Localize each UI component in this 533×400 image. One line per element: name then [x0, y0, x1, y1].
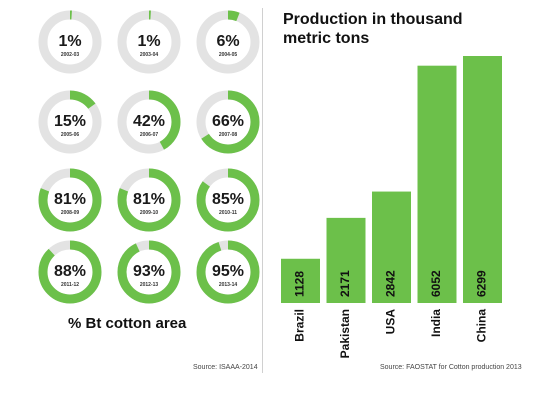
donut-year-label: 2013-14 [219, 282, 238, 288]
donut-share-arc [196, 240, 260, 304]
donut-2003-04: 1% 2003-04 [117, 10, 181, 74]
donut-percent-label: 1% [137, 33, 160, 50]
donut-2002-03: 1% 2002-03 [38, 10, 102, 74]
donut-percent-label: 93% [133, 263, 165, 280]
donut-share-arc [38, 240, 102, 304]
donut-share-arc [38, 168, 102, 232]
donut-year-label: 2008-09 [61, 210, 80, 216]
bar-chart-title: Production in thousand metric tons [283, 11, 463, 47]
donut-year-label: 2007-08 [219, 132, 238, 138]
bar-value-label: 1128 [293, 271, 307, 297]
bar-category-label: India [429, 309, 443, 337]
donut-2008-09: 81% 2008-09 [38, 168, 102, 232]
donut-chart-title: % Bt cotton area [68, 315, 187, 332]
bar-rect [281, 258, 320, 303]
donut-2007-08: 66% 2007-08 [196, 90, 260, 154]
donut-year-label: 2002-03 [61, 52, 80, 58]
donut-2012-13: 93% 2012-13 [117, 240, 181, 304]
donut-2011-12: 88% 2011-12 [38, 240, 102, 304]
bar-India: 6052 India [417, 65, 457, 337]
donut-percent-label: 1% [58, 33, 81, 50]
donut-share-arc [196, 168, 260, 232]
bar-rect [326, 217, 366, 303]
donut-year-label: 2011-12 [61, 282, 79, 288]
bar-USA: 2842 USA [372, 191, 411, 335]
donut-percent-label: 15% [54, 113, 86, 130]
donut-percent-label: 81% [54, 191, 86, 208]
bar-rect [463, 56, 502, 303]
donut-year-label: 2004-05 [219, 52, 238, 58]
donut-percent-label: 6% [216, 33, 239, 50]
bar-category-label: Pakistan [338, 309, 352, 358]
bar-Pakistan: 2171 Pakistan [326, 217, 366, 358]
donut-2004-05: 6% 2004-05 [196, 10, 260, 74]
donut-year-label: 2005-06 [61, 132, 80, 138]
donut-2009-10: 81% 2009-10 [117, 168, 181, 232]
donut-share-arc [38, 10, 102, 74]
donut-year-label: 2003-04 [140, 52, 159, 58]
donut-2010-11: 85% 2010-11 [196, 168, 260, 232]
donut-percent-label: 85% [212, 191, 244, 208]
donut-share-arc [196, 90, 260, 154]
bar-category-label: Brazil [293, 309, 307, 342]
donut-share-arc [117, 168, 181, 232]
bar-category-label: China [475, 309, 489, 343]
bar-rect [417, 65, 457, 303]
donut-percent-label: 88% [54, 263, 86, 280]
donut-year-label: 2012-13 [140, 282, 159, 288]
bar-value-label: 2171 [338, 270, 352, 297]
donut-percent-label: 95% [212, 263, 244, 280]
bar-Brazil: 1128 Brazil [281, 258, 320, 342]
donut-percent-label: 66% [212, 113, 244, 130]
donut-year-label: 2006-07 [140, 132, 159, 138]
bar-rect [372, 191, 411, 303]
donut-2013-14: 95% 2013-14 [196, 240, 260, 304]
donut-percent-label: 42% [133, 113, 165, 130]
donut-percent-label: 81% [133, 191, 165, 208]
donut-2006-07: 42% 2006-07 [117, 90, 181, 154]
donut-share-arc [117, 90, 181, 154]
bar-China: 6299 China [463, 56, 502, 342]
panel-divider [262, 8, 263, 373]
bar-source-note: Source: FAOSTAT for Cotton production 20… [380, 364, 522, 371]
donut-2005-06: 15% 2005-06 [38, 90, 102, 154]
bar-value-label: 2842 [384, 270, 398, 297]
donut-share-arc [38, 90, 102, 154]
donut-share-arc [117, 240, 181, 304]
bar-value-label: 6052 [429, 270, 443, 297]
donut-share-arc [196, 10, 260, 74]
donut-year-label: 2010-11 [219, 210, 237, 216]
donut-source-note: Source: ISAAA-2014 [193, 364, 258, 371]
donut-year-label: 2009-10 [140, 210, 159, 216]
donut-share-arc [117, 10, 181, 74]
bar-value-label: 6299 [475, 270, 489, 297]
bar-category-label: USA [384, 309, 398, 335]
